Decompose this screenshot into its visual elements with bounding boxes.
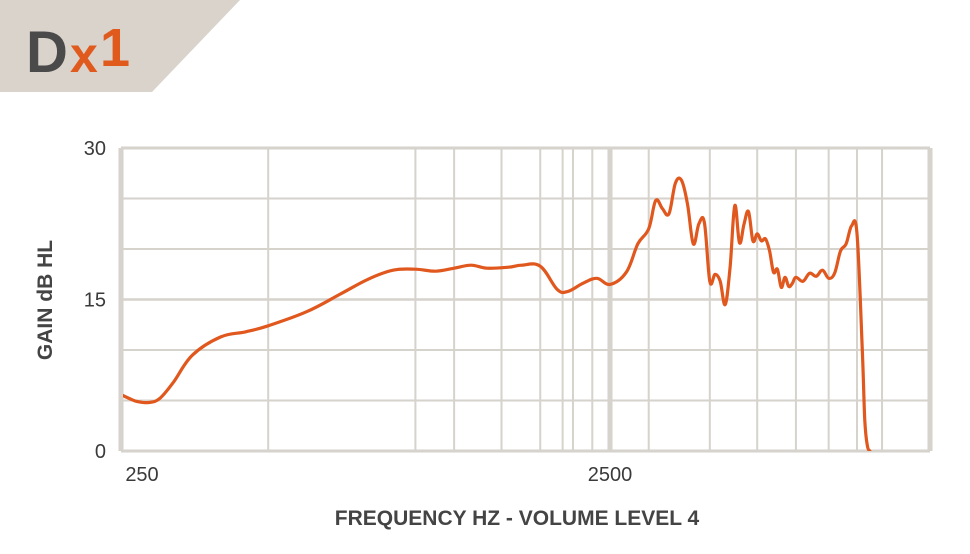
logo-letter-x: x xyxy=(70,27,98,83)
x-tick-label: 2500 xyxy=(588,464,633,486)
x-axis-label: FREQUENCY HZ - VOLUME LEVEL 4 xyxy=(335,507,700,530)
series-line-gain xyxy=(123,176,872,451)
logo-background xyxy=(0,0,240,92)
axis-ticks: 0 15 30 250 2500 xyxy=(84,138,633,486)
logo-banner: D x 1 xyxy=(0,0,240,92)
x-tick-label: 250 xyxy=(125,464,158,486)
logo-digit-1: 1 xyxy=(100,18,130,78)
y-tick-label: 0 xyxy=(95,441,106,463)
chart-frame xyxy=(118,146,933,453)
y-tick-label: 30 xyxy=(84,138,106,160)
y-axis-label: GAIN dB HL xyxy=(34,240,57,360)
y-tick-label: 15 xyxy=(84,290,106,312)
logo-letter-d: D xyxy=(26,20,68,85)
chart-grid xyxy=(121,148,930,451)
